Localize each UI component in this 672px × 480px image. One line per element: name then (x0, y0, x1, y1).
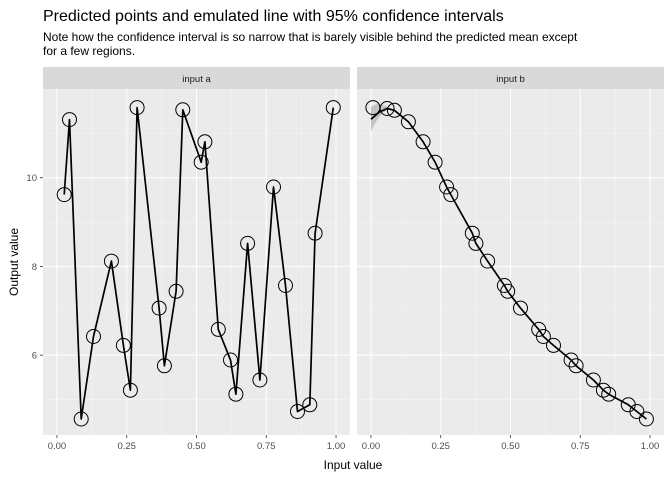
predicted-point (595, 382, 611, 398)
predicted-point (103, 253, 119, 269)
predicted-point (400, 114, 416, 130)
predicted-point (601, 386, 617, 402)
predicted-point (585, 372, 601, 388)
predicted-point (480, 253, 496, 269)
predicted-point (86, 329, 101, 344)
predicted-point (325, 100, 341, 116)
predicted-point (415, 134, 431, 150)
predicted-point (629, 404, 645, 419)
predicted-point (115, 337, 131, 353)
predicted-point (56, 187, 72, 203)
predicted-point (175, 102, 191, 118)
chart-subtitle-line-2: for a few regions. (43, 44, 135, 58)
predicted-point (290, 404, 305, 419)
emulated-line (370, 107, 647, 420)
x-tick-label: 0.50 (187, 441, 206, 452)
x-tick-label: 0.00 (48, 441, 67, 452)
predicted-point (302, 397, 318, 413)
predicted-point (563, 352, 579, 368)
predicted-point (500, 283, 516, 299)
facet-strip-label: input a (182, 74, 211, 85)
predicted-point (443, 187, 459, 203)
predicted-point (464, 225, 480, 241)
x-tick-label: 0.50 (501, 441, 520, 452)
predicted-point (210, 321, 226, 337)
predicted-point (427, 154, 443, 170)
predicted-point (468, 235, 484, 251)
facet-panel-2: input b 0.00 0.25 0.50 0.75 1.00 (357, 67, 664, 452)
predicted-point (307, 225, 323, 241)
x-axis-title: Input value (324, 458, 383, 472)
chart-title: Predicted points and emulated line with … (43, 8, 504, 25)
y-tick-label: 6 (32, 351, 37, 362)
facet-panels: 6 8 10 input a 0.00 0.25 0.50 0.75 1.00 input b 0.… (26, 67, 664, 452)
predicted-point (193, 154, 209, 170)
emulated-line (63, 106, 335, 420)
facet-strip (43, 67, 350, 89)
predicted-point (168, 283, 184, 299)
predicted-point (252, 372, 268, 388)
facet-panel-1: input a 0.00 0.25 0.50 0.75 1.00 (43, 67, 350, 452)
predicted-point (129, 100, 145, 116)
predicted-point (240, 235, 256, 251)
predicted-point (156, 358, 172, 374)
predicted-point (228, 386, 244, 402)
facet-strip (357, 67, 664, 89)
predicted-point (278, 278, 293, 293)
predicted-point (122, 382, 138, 398)
x-tick-label: 0.25 (431, 441, 450, 452)
predicted-point (568, 358, 584, 374)
predicted-point (439, 179, 455, 195)
predicted-point (151, 300, 167, 316)
predicted-point (638, 411, 654, 427)
x-tick-label: 1.00 (641, 441, 660, 452)
predicted-point (223, 352, 238, 368)
predicted-point (197, 134, 213, 150)
predicted-point (266, 179, 281, 195)
predicted-point (513, 300, 528, 316)
x-tick-label: 1.00 (327, 441, 346, 452)
y-axis-title: Output value (7, 228, 21, 296)
predicted-point (379, 101, 395, 116)
x-tick-label: 0.75 (257, 441, 276, 452)
x-tick-label: 0.75 (571, 441, 590, 452)
predicted-point (62, 112, 77, 128)
x-tick-label: 0.25 (117, 441, 136, 452)
predicted-point (386, 102, 402, 118)
predicted-point (546, 337, 561, 353)
facet-strip-label: input b (496, 74, 525, 85)
y-tick-label: 8 (32, 262, 37, 273)
chart-subtitle-line-1: Note how the confidence interval is so n… (43, 30, 578, 44)
predicted-point (535, 329, 551, 344)
predicted-point (73, 411, 89, 427)
y-tick-label: 10 (26, 173, 37, 184)
x-tick-label: 0.00 (362, 441, 381, 452)
